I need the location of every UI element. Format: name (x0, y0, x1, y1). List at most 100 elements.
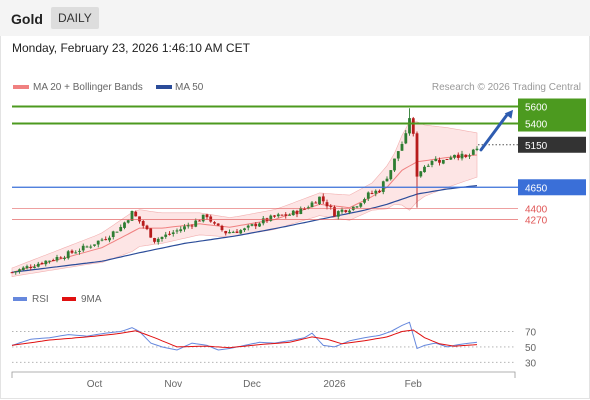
level-label-5400: 5400 (525, 120, 548, 131)
candle (179, 226, 183, 233)
candle (108, 235, 111, 243)
forecast-arrow (479, 109, 513, 152)
candle-body (363, 199, 366, 203)
candle-body (333, 207, 336, 217)
candle (130, 210, 134, 221)
bollinger-band (11, 121, 478, 277)
x-tick-Dec: Dec (243, 379, 261, 390)
candle (100, 237, 104, 242)
candle-body (370, 193, 374, 194)
candle-body (235, 231, 239, 233)
candle-body (141, 221, 145, 226)
candle-body (306, 207, 310, 209)
candle (123, 221, 126, 230)
candle-body (348, 210, 351, 213)
candle-body (25, 266, 29, 269)
candle (426, 163, 430, 167)
candle-body (404, 133, 408, 144)
candle (389, 170, 393, 181)
chart-header: Gold DAILY (0, 0, 590, 36)
candle (44, 260, 48, 267)
candle (156, 237, 160, 245)
candle (235, 228, 239, 234)
level-5600: 5600 (12, 103, 548, 114)
instrument-title: Gold (11, 11, 43, 27)
candle (119, 224, 123, 232)
rsi-line (11, 321, 478, 351)
candle (175, 228, 179, 234)
period-button[interactable]: DAILY (51, 7, 99, 29)
candle (138, 216, 141, 224)
candle (145, 224, 149, 231)
rsi-legend: RSI 9MA (13, 294, 102, 305)
candle (261, 216, 265, 226)
legend-rsi-swatch (13, 297, 27, 301)
candle (55, 254, 59, 263)
candle-body (168, 233, 171, 235)
candle-body (171, 232, 175, 234)
support-label-box (518, 179, 586, 196)
candle (299, 206, 303, 215)
candle (40, 261, 44, 265)
candle-body (55, 257, 59, 261)
candle (295, 209, 299, 218)
candle (74, 250, 78, 254)
candle-body (149, 228, 153, 238)
candle-body (123, 222, 126, 228)
candle (33, 264, 36, 269)
candle-body (115, 231, 119, 233)
candle-body (205, 214, 209, 218)
candle (228, 229, 231, 234)
candle-body (130, 211, 134, 221)
candle (51, 258, 55, 261)
candle-body (280, 214, 284, 216)
rsi-tick-70: 70 (525, 328, 537, 339)
forecast-arrow-head (504, 109, 513, 119)
candle-body (119, 227, 123, 232)
candle-body (291, 210, 295, 216)
candle (111, 230, 115, 240)
candle (36, 261, 40, 268)
candle-body (385, 178, 389, 182)
candle-body (366, 192, 370, 199)
candle (280, 214, 284, 216)
candle (149, 228, 153, 238)
candle-body (29, 267, 33, 268)
candle-body (321, 196, 325, 202)
candle (81, 243, 85, 253)
candle-body (175, 230, 179, 232)
candle-body (209, 216, 213, 222)
candle (333, 205, 336, 217)
candle (348, 209, 351, 215)
candle-body (63, 257, 66, 259)
candle (254, 222, 258, 230)
candle-body (295, 210, 299, 215)
resistance-label-box (518, 98, 586, 132)
candle-body (156, 238, 160, 243)
pivot-label-box (518, 136, 586, 153)
candle-body (460, 153, 464, 159)
timestamp: Monday, February 23, 2026 1:46:10 AM CET (12, 41, 250, 55)
candle (475, 146, 479, 152)
level-label-4270: 4270 (525, 216, 548, 227)
candle-body (213, 222, 216, 224)
level-label-5150: 5150 (525, 141, 548, 152)
candle-body (186, 225, 190, 227)
candle (78, 248, 81, 255)
candle-body (220, 225, 224, 231)
candle-body (453, 154, 456, 158)
candle-body (393, 158, 396, 171)
candle-body (96, 240, 100, 245)
candle-body (59, 257, 63, 259)
candle-body (111, 231, 115, 237)
candle (59, 256, 63, 259)
candle-body (314, 202, 318, 204)
candle (213, 221, 216, 225)
candle-body (81, 245, 85, 251)
candle (250, 223, 254, 227)
candle-body (85, 246, 89, 248)
candle (171, 230, 175, 237)
candle (168, 231, 171, 236)
